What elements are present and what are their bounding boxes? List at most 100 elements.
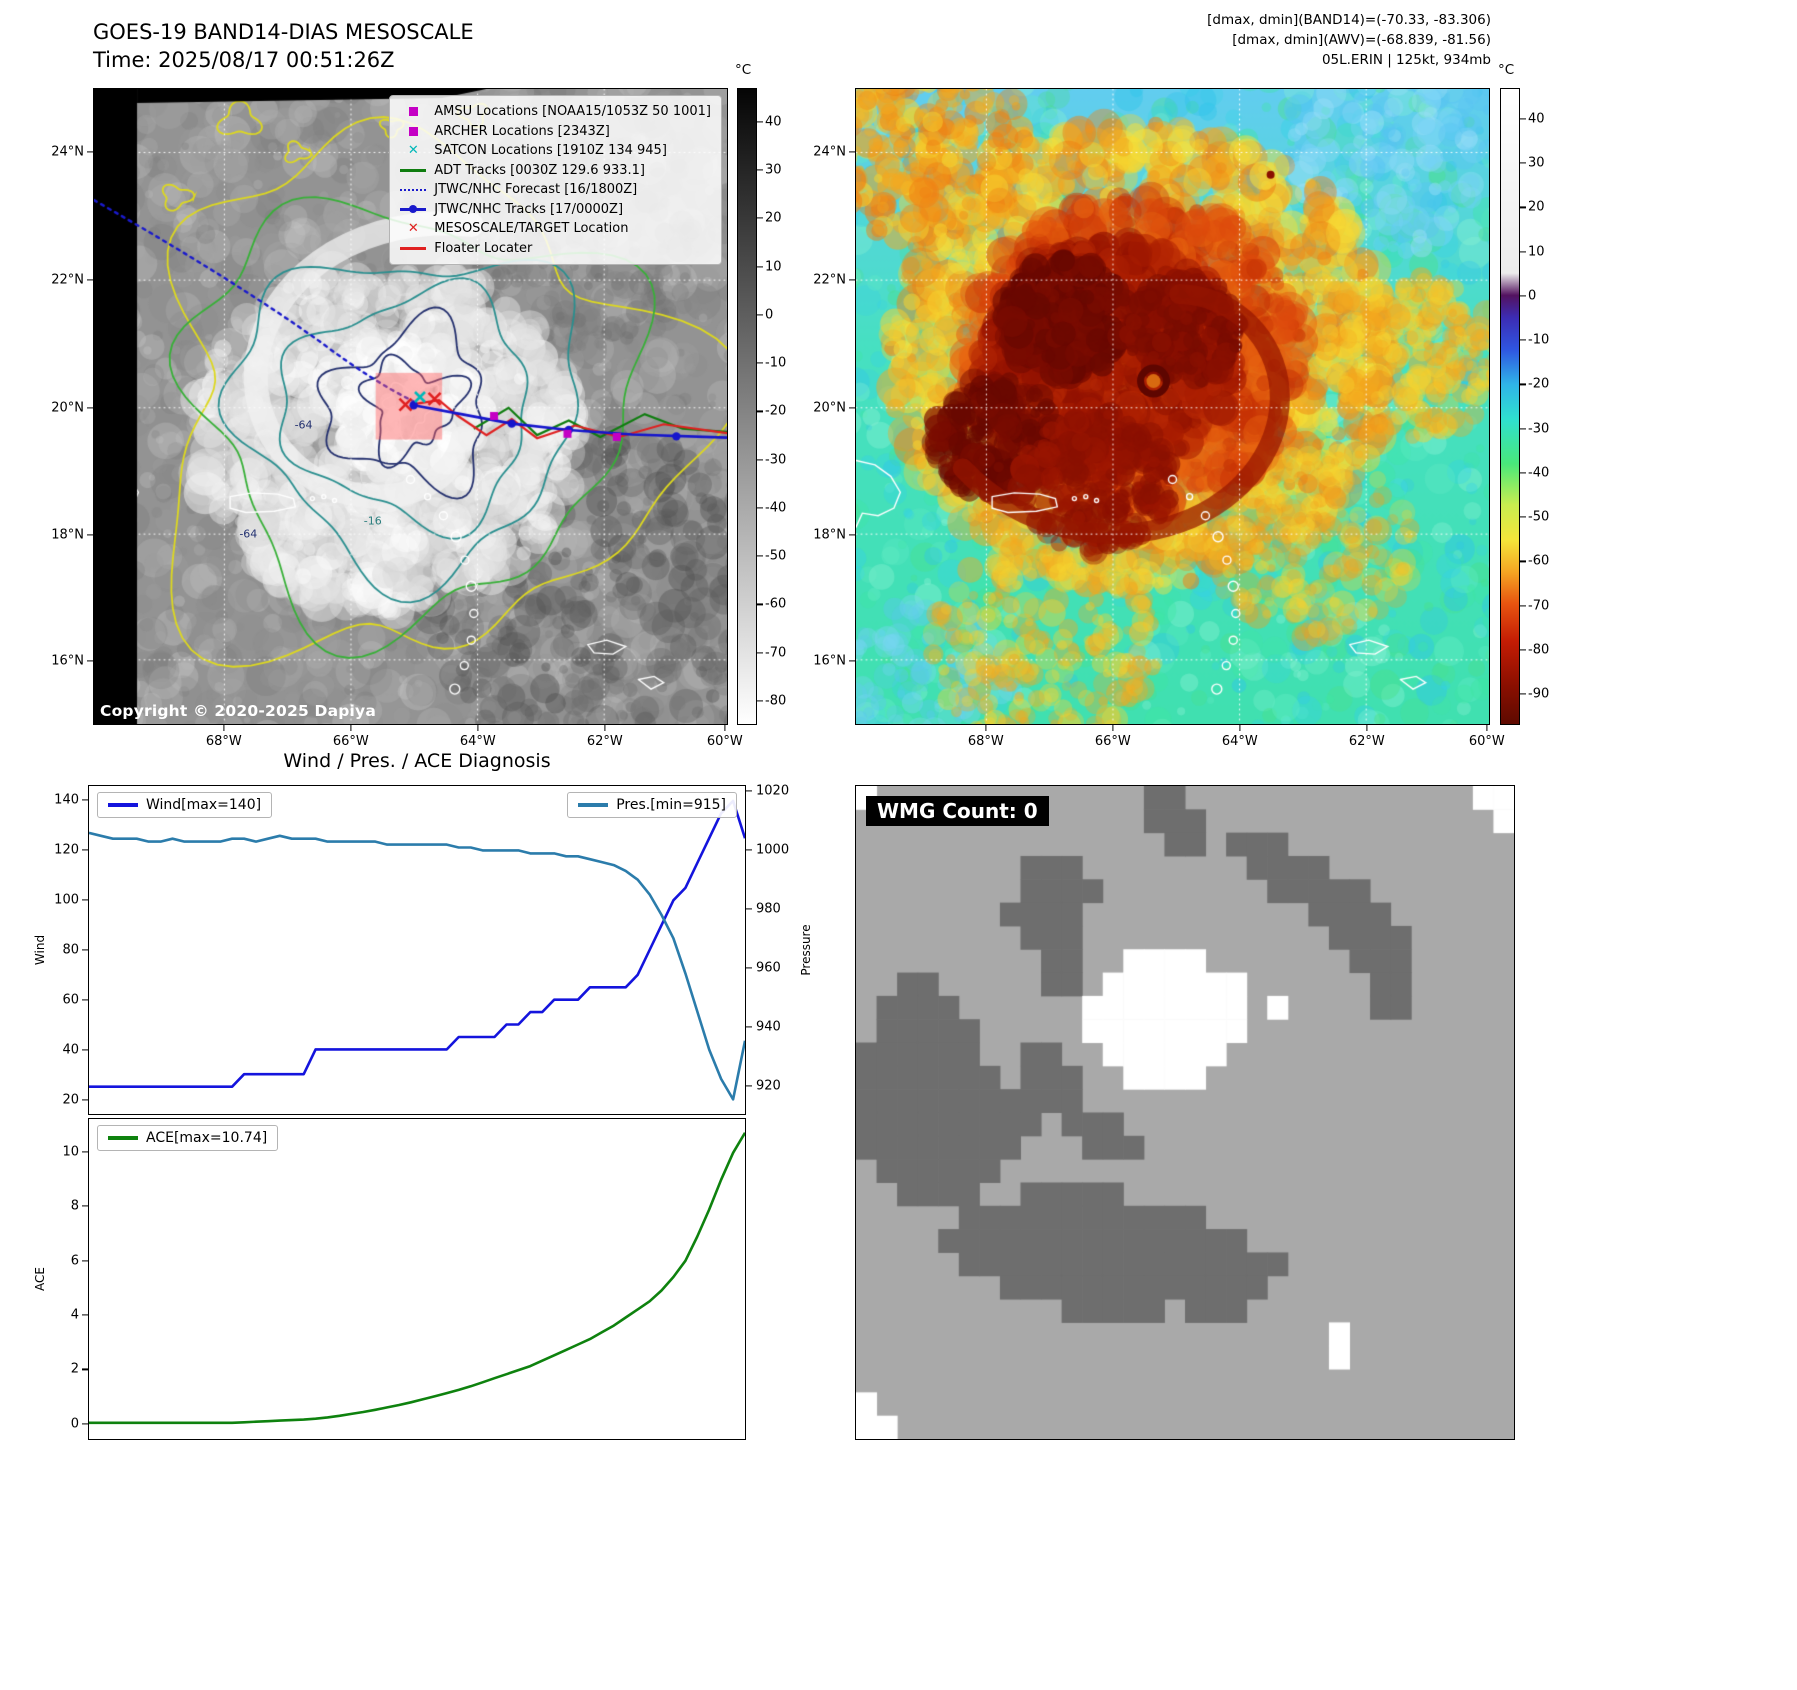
lon-tick-mark — [985, 725, 987, 731]
awv-colorbar-tick-mark — [1520, 251, 1526, 253]
ace-chart: ACE[max=10.74] — [88, 1118, 746, 1440]
legend-item: ✕ MESOSCALE/TARGET Location — [396, 219, 711, 239]
y-tick-mark — [82, 999, 88, 1001]
storm-id-intensity-text: 05L.ERIN | 125kt, 934mb — [1321, 52, 1491, 68]
line-dot-marker-icon — [396, 205, 430, 214]
awv-map-panel — [855, 88, 1490, 725]
lat-tick-label: 24°N — [51, 144, 84, 160]
awv-colorbar-tick-mark — [1520, 472, 1526, 474]
y2-tick-mark — [746, 1084, 752, 1087]
lat-tick-mark — [87, 533, 93, 536]
wmg-panel: WMG Count: 0 — [855, 785, 1515, 1440]
lat-tick-mark — [849, 660, 855, 662]
band14-colorbar-tick-label: 10 — [765, 259, 782, 275]
square-marker-icon — [396, 126, 430, 136]
awv-colorbar-tick-mark — [1520, 162, 1526, 164]
ace-series-line — [89, 1132, 745, 1425]
lon-tick-label: 66°W — [332, 734, 369, 749]
awv-colorbar-tick-label: -80 — [1528, 642, 1550, 658]
lon-tick-label: 62°W — [1348, 734, 1385, 749]
awv-colorbar-tick-label: 20 — [1528, 199, 1545, 215]
awv-colorbar-tick-label: 10 — [1528, 244, 1545, 260]
y-tick-mark — [82, 849, 88, 851]
awv-colorbar-tick-label: -70 — [1528, 598, 1550, 614]
lon-tick-label: 60°W — [706, 734, 743, 749]
y-tick-mark — [82, 1151, 88, 1153]
square-marker-icon — [396, 107, 430, 117]
lat-tick-label: 24°N — [813, 144, 846, 160]
lat-tick-mark — [849, 533, 855, 536]
wind-axis-label: Wind — [33, 934, 47, 966]
dmax-dmin-band14-text: [dmax, dmin](BAND14)=(-70.33, -83.306) — [1207, 12, 1491, 28]
lon-tick-label: 68°W — [967, 734, 1004, 749]
band14-colorbar-tick-label: -10 — [765, 355, 787, 371]
lat-tick-label: 16°N — [51, 653, 84, 669]
band14-colorbar-tick-mark — [757, 265, 763, 268]
y2-tick-mark — [746, 790, 752, 792]
band14-colorbar-unit: °C — [735, 62, 752, 78]
lon-tick-mark — [1486, 725, 1488, 731]
awv-colorbar-tick-mark — [1520, 649, 1526, 651]
awv-colorbar-tick-label: -20 — [1528, 376, 1550, 392]
pressure-line-swatch — [578, 803, 609, 807]
legend-item: ARCHER Locations [2343Z] — [396, 122, 711, 142]
y2-tick-label: 1020 — [756, 783, 790, 799]
y-tick-label: 100 — [54, 892, 79, 908]
y-tick-label: 20 — [62, 1092, 79, 1108]
awv-colorbar-tick-label: -40 — [1528, 465, 1550, 481]
dmax-dmin-awv-text: [dmax, dmin](AWV)=(-68.839, -81.56) — [1232, 32, 1491, 48]
lat-tick-label: 18°N — [813, 527, 846, 543]
band14-map-panel: AMSU Locations [NOAA15/1053Z 50 1001] ARC… — [93, 88, 728, 725]
awv-colorbar-tick-mark — [1520, 383, 1526, 385]
y-tick-mark — [82, 1099, 88, 1101]
y-tick-label: 60 — [62, 992, 79, 1008]
y2-tick-mark — [746, 849, 752, 851]
band14-colorbar-tick-mark — [757, 362, 763, 364]
awv-colorbar-tick-label: 0 — [1528, 288, 1537, 304]
y2-tick-label: 940 — [756, 1019, 781, 1035]
awv-colorbar-tick-label: -90 — [1528, 686, 1550, 702]
lat-tick-mark — [849, 279, 855, 281]
contour-label: -64 — [239, 527, 258, 541]
y-tick-label: 0 — [70, 1416, 79, 1432]
awv-colorbar-tick-mark — [1520, 516, 1526, 518]
legend-label: JTWC/NHC Forecast [16/1800Z] — [434, 182, 638, 198]
lat-tick-mark — [87, 407, 93, 409]
band14-colorbar-tick-label: -80 — [765, 693, 787, 709]
lat-tick-mark — [849, 407, 855, 409]
awv-colorbar-tick-mark — [1520, 604, 1526, 607]
pressure-legend: Pres.[min=915] — [567, 792, 737, 818]
y-tick-mark — [82, 899, 88, 901]
lon-tick-mark — [350, 725, 352, 731]
awv-colorbar-tick-label: -60 — [1528, 553, 1550, 569]
band14-colorbar-tick-mark — [757, 169, 763, 171]
band14-colorbar-tick-mark — [757, 603, 763, 605]
band14-map-legend: AMSU Locations [NOAA15/1053Z 50 1001] ARC… — [389, 95, 722, 265]
y2-tick-label: 960 — [756, 960, 781, 976]
band14-colorbar-tick-mark — [757, 555, 763, 557]
y-tick-label: 10 — [62, 1144, 79, 1160]
pressure-legend-label: Pres.[min=915] — [616, 797, 726, 813]
ace-legend-label: ACE[max=10.74] — [146, 1130, 268, 1146]
lon-tick-label: 64°W — [459, 734, 496, 749]
awv-satellite-image — [856, 89, 1489, 724]
wind-legend-label: Wind[max=140] — [146, 797, 262, 813]
band14-colorbar-tick-mark — [757, 507, 763, 509]
y-tick-mark — [82, 1049, 88, 1051]
band14-colorbar-tick-mark — [757, 121, 763, 123]
diagnosis-title: Wind / Pres. / ACE Diagnosis — [283, 750, 551, 772]
band14-colorbar-tick-mark — [757, 217, 763, 219]
awv-colorbar-tick-mark — [1520, 206, 1526, 209]
band14-colorbar-tick-label: 20 — [765, 210, 782, 226]
wind-line-swatch — [108, 803, 138, 807]
awv-colorbar-tick-mark — [1520, 118, 1526, 120]
y-tick-label: 2 — [70, 1361, 79, 1377]
band14-colorbar-tick-label: -40 — [765, 500, 787, 516]
awv-colorbar-tick-label: -50 — [1528, 509, 1550, 525]
contour-label: -16 — [363, 514, 382, 528]
band14-timestamp: Time: 2025/08/17 00:51:26Z — [93, 48, 395, 72]
y-tick-label: 6 — [70, 1253, 79, 1269]
ace-axis-label: ACE — [33, 1267, 47, 1291]
legend-item: Floater Locater — [396, 239, 711, 259]
lon-tick-label: 68°W — [205, 734, 242, 749]
